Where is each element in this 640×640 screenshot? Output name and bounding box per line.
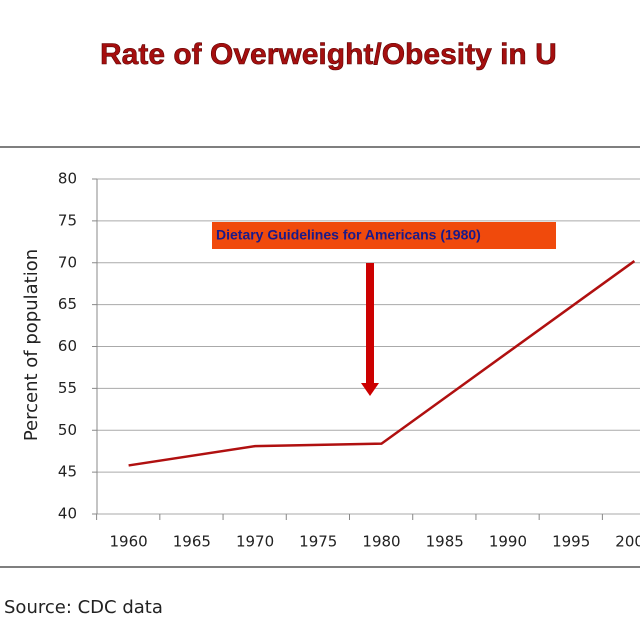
- plot: 40 45 50 55 60 65 70 75 80 1960 1965 1970 1975 1980 19…: [58, 170, 640, 551]
- arrow-head: [361, 383, 379, 396]
- x-tick-label: 1965: [173, 533, 211, 551]
- x-tick-label: 2000: [615, 533, 640, 551]
- y-tick-label: 70: [58, 253, 77, 271]
- y-tick-label: 75: [58, 211, 77, 229]
- chart-title: Rate of Overweight/Obesity in U: [100, 38, 557, 71]
- x-tick-label: 1985: [426, 533, 464, 551]
- y-tick-label: 40: [58, 505, 77, 523]
- y-tick-label: 80: [58, 170, 77, 188]
- annotation-box: [212, 222, 556, 249]
- y-tick-label: 65: [58, 295, 77, 313]
- x-tick-label: 1990: [489, 533, 527, 551]
- x-tick-label: 1970: [236, 533, 274, 551]
- y-tick-label: 55: [58, 379, 77, 397]
- y-axis-label: Percent of population: [21, 249, 42, 441]
- y-tick-label: 45: [58, 463, 77, 481]
- x-tick-label: 1980: [362, 533, 400, 551]
- y-tick-label: 50: [58, 421, 77, 439]
- x-tick-label: 1995: [552, 533, 590, 551]
- data-line: [128, 260, 636, 467]
- arrow-shaft: [366, 263, 374, 383]
- x-tick-label: 1975: [299, 533, 337, 551]
- y-tick-label: 60: [58, 337, 77, 355]
- source: Source: CDC data: [4, 597, 163, 618]
- annotation: Dietary Guidelines for Americans (1980): [216, 227, 481, 243]
- x-tick-label: 1960: [110, 533, 148, 551]
